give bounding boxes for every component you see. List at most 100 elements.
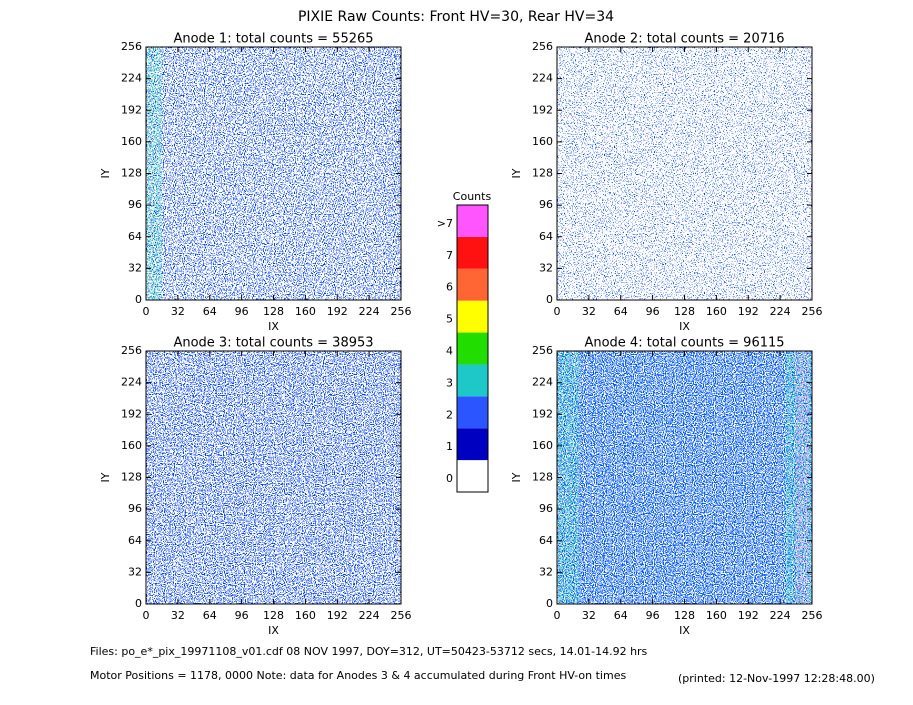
y-tick-label: 96 — [539, 198, 553, 211]
y-tick-label: 128 — [532, 471, 553, 484]
x-tick-label: 160 — [295, 609, 316, 622]
x-tick-label: 64 — [614, 305, 628, 318]
y-tick-label: 256 — [532, 344, 553, 357]
x-axis-label: IX — [679, 320, 690, 333]
panel-title: Anode 4: total counts = 96115 — [584, 336, 784, 351]
panel-title: Anode 2: total counts = 20716 — [584, 32, 784, 47]
x-tick-label: 0 — [554, 609, 561, 622]
y-tick-label: 192 — [532, 407, 553, 420]
pixel-speckle — [146, 47, 812, 604]
figure-title: PIXIE Raw Counts: Front HV=30, Rear HV=3… — [298, 9, 614, 25]
y-axis-label: IY — [510, 472, 523, 482]
x-tick-label: 224 — [770, 305, 791, 318]
colorbar-label: 2 — [446, 408, 453, 421]
y-tick-label: 32 — [128, 261, 142, 274]
x-tick-label: 128 — [263, 609, 284, 622]
x-tick-label: 192 — [738, 305, 759, 318]
x-tick-label: 192 — [327, 305, 348, 318]
y-tick-label: 256 — [121, 344, 142, 357]
y-axis-label: IY — [99, 168, 112, 178]
x-tick-label: 224 — [359, 305, 380, 318]
colorbar-label: 7 — [446, 249, 453, 262]
x-tick-label: 256 — [391, 609, 412, 622]
speckle — [146, 351, 401, 604]
x-tick-label: 224 — [359, 609, 380, 622]
colorbar-swatch — [457, 300, 488, 333]
colorbar-swatch — [457, 396, 488, 429]
colorbar-label: 1 — [446, 440, 453, 453]
x-tick-label: 160 — [295, 305, 316, 318]
colorbar-label: >7 — [437, 217, 453, 230]
colorbar-swatch — [457, 205, 488, 237]
y-tick-label: 192 — [121, 103, 142, 116]
colorbar-label: 3 — [446, 376, 453, 389]
y-tick-label: 224 — [532, 376, 553, 389]
y-tick-label: 160 — [532, 439, 553, 452]
y-tick-label: 128 — [121, 167, 142, 180]
colorbar-swatch — [457, 236, 488, 269]
y-tick-label: 64 — [128, 230, 142, 243]
x-tick-label: 128 — [674, 609, 695, 622]
footer-motor: Motor Positions = 1178, 0000 Note: data … — [90, 669, 626, 682]
x-tick-label: 256 — [391, 305, 412, 318]
colorbar-swatch — [457, 268, 488, 301]
y-tick-label: 96 — [128, 198, 142, 211]
x-tick-label: 96 — [646, 305, 660, 318]
y-tick-label: 96 — [539, 502, 553, 515]
x-tick-label: 0 — [554, 305, 561, 318]
colorbar-swatch — [457, 460, 488, 492]
y-tick-label: 32 — [128, 565, 142, 578]
footer-printed: (printed: 12-Nov-1997 12:28:48.00) — [678, 672, 875, 685]
y-tick-label: 128 — [532, 167, 553, 180]
y-axis-label: IY — [510, 168, 523, 178]
x-tick-label: 160 — [706, 609, 727, 622]
y-tick-label: 160 — [532, 135, 553, 148]
colorbar-label: 5 — [446, 313, 453, 326]
y-tick-label: 256 — [532, 40, 553, 53]
x-axis-label: IX — [268, 624, 279, 637]
x-tick-label: 32 — [582, 609, 596, 622]
x-tick-label: 64 — [203, 305, 217, 318]
x-axis-label: IX — [679, 624, 690, 637]
colorbar-label: 4 — [446, 345, 453, 358]
colorbar-swatch — [457, 364, 488, 397]
speckle — [795, 351, 809, 604]
y-tick-label: 224 — [121, 376, 142, 389]
colorbar-swatch — [457, 332, 488, 365]
footer-files: Files: po_e*_pix_19971108_v01.cdf 08 NOV… — [90, 645, 648, 658]
colorbar-label: 0 — [446, 472, 453, 485]
y-tick-label: 128 — [121, 471, 142, 484]
colorbar-frame — [456, 204, 489, 493]
y-tick-label: 0 — [135, 293, 142, 306]
y-tick-label: 224 — [532, 72, 553, 85]
x-tick-label: 32 — [171, 609, 185, 622]
x-tick-label: 128 — [674, 305, 695, 318]
x-tick-label: 192 — [738, 609, 759, 622]
speckle — [557, 351, 579, 604]
y-tick-label: 96 — [128, 502, 142, 515]
panel-title: Anode 3: total counts = 38953 — [173, 336, 373, 351]
y-tick-label: 32 — [539, 565, 553, 578]
y-tick-label: 0 — [546, 293, 553, 306]
y-tick-label: 192 — [121, 407, 142, 420]
y-tick-label: 64 — [128, 534, 142, 547]
y-tick-label: 192 — [532, 103, 553, 116]
y-tick-label: 64 — [539, 230, 553, 243]
y-tick-label: 160 — [121, 135, 142, 148]
y-tick-label: 160 — [121, 439, 142, 452]
speckle — [557, 47, 812, 300]
colorbar-title: Counts — [453, 190, 492, 203]
speckle — [557, 351, 812, 604]
y-tick-label: 224 — [121, 72, 142, 85]
speckle — [146, 47, 401, 300]
y-tick-label: 64 — [539, 534, 553, 547]
y-tick-label: 0 — [546, 597, 553, 610]
colorbar-label: 6 — [446, 281, 453, 294]
x-tick-label: 256 — [802, 609, 823, 622]
x-tick-label: 256 — [802, 305, 823, 318]
x-tick-label: 96 — [235, 609, 249, 622]
x-tick-label: 192 — [327, 609, 348, 622]
x-tick-label: 128 — [263, 305, 284, 318]
panel-title: Anode 1: total counts = 55265 — [173, 32, 373, 47]
